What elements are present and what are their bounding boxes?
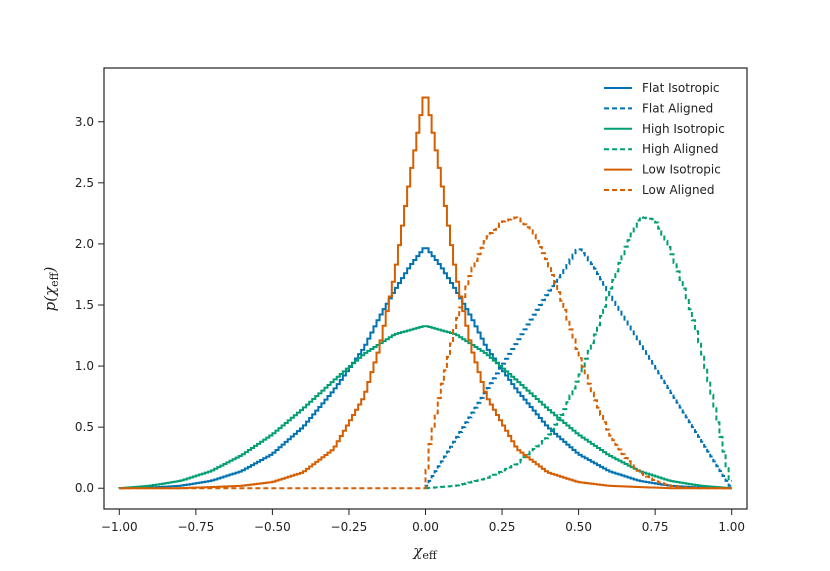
- legend-label: Low Isotropic: [642, 163, 721, 177]
- x-tick-label: −0.75: [177, 520, 214, 534]
- legend: Flat Isotropic Flat Aligned High Isotropic…: [604, 81, 725, 197]
- y-tick-label: 2.0: [75, 237, 94, 251]
- series-line-flat-isotropic: [118, 247, 732, 490]
- legend-label: Flat Aligned: [642, 101, 713, 115]
- series-layer: [118, 96, 732, 490]
- y-tick-label: 0.0: [75, 481, 94, 495]
- x-axis-label: χeff: [412, 542, 438, 562]
- series-line-flat-aligned: [424, 248, 732, 489]
- y-tick-label: 2.5: [75, 176, 94, 190]
- y-axis-label-subscript: eff: [48, 271, 61, 287]
- x-tick-label: −1.00: [101, 520, 138, 534]
- x-axis-label-main: χ: [412, 542, 423, 560]
- legend-label: High Isotropic: [642, 122, 725, 136]
- x-axis-label-subscript: eff: [422, 549, 438, 562]
- y-tick-label: 1.0: [75, 359, 94, 373]
- series-line-low-isotropic: [119, 96, 732, 490]
- series-line-high-isotropic: [118, 325, 732, 490]
- plot-area: [103, 67, 748, 510]
- x-tick-label: 0.00: [412, 520, 439, 534]
- series-line-low-aligned: [119, 216, 732, 490]
- x-tick-label: 1.00: [718, 520, 745, 534]
- y-axis-label-main: p(χ: [41, 286, 59, 311]
- x-tick-label: −0.25: [331, 520, 368, 534]
- y-tick-label: 3.0: [75, 115, 94, 129]
- y-tick-label: 0.5: [75, 420, 94, 434]
- x-tick-label: −0.50: [254, 520, 291, 534]
- legend-label: Low Aligned: [642, 183, 715, 197]
- x-tick-label: 0.25: [489, 520, 516, 534]
- series-line-high-aligned: [424, 216, 732, 490]
- y-axis-ticks: 0.0 0.5 1.0 1.5 2.0 2.5 3.0: [75, 115, 104, 495]
- x-tick-label: 0.50: [565, 520, 592, 534]
- y-tick-label: 1.5: [75, 298, 94, 312]
- x-axis-ticks: −1.00 −0.75 −0.50 −0.25 0.00 0.25 0.50 0.75 1.00: [101, 509, 745, 534]
- y-axis-label-close: ): [41, 266, 59, 273]
- legend-label: Flat Isotropic: [642, 81, 720, 95]
- x-tick-label: 0.75: [642, 520, 669, 534]
- y-axis-label: p(χeff): [41, 266, 61, 311]
- legend-label: High Aligned: [642, 142, 719, 156]
